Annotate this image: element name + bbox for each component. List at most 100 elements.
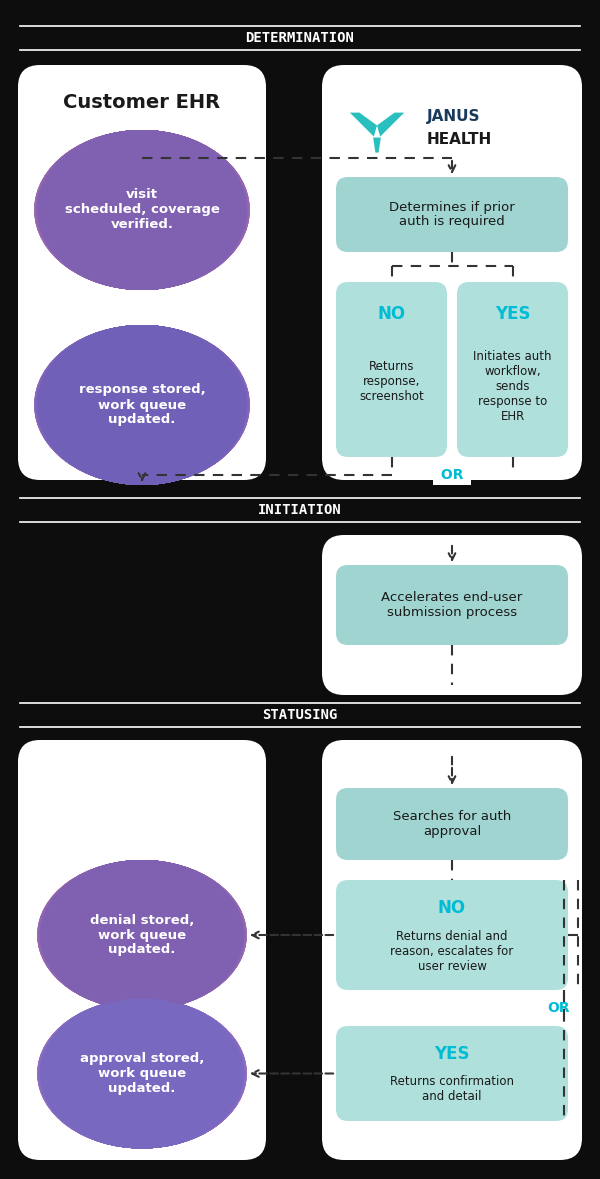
FancyBboxPatch shape bbox=[336, 282, 447, 457]
Ellipse shape bbox=[38, 130, 245, 290]
Ellipse shape bbox=[35, 325, 249, 485]
Ellipse shape bbox=[40, 999, 244, 1148]
Ellipse shape bbox=[40, 859, 245, 1010]
Ellipse shape bbox=[35, 325, 248, 485]
Ellipse shape bbox=[37, 130, 247, 290]
Text: approval stored,
work queue
updated.: approval stored, work queue updated. bbox=[80, 1052, 204, 1095]
Text: OR: OR bbox=[547, 1001, 570, 1015]
Ellipse shape bbox=[38, 999, 246, 1148]
Ellipse shape bbox=[38, 859, 245, 1010]
Ellipse shape bbox=[35, 130, 248, 290]
Ellipse shape bbox=[41, 999, 244, 1148]
Ellipse shape bbox=[38, 130, 246, 290]
Ellipse shape bbox=[39, 999, 245, 1148]
Ellipse shape bbox=[35, 130, 249, 290]
Ellipse shape bbox=[38, 130, 246, 290]
FancyBboxPatch shape bbox=[336, 788, 568, 859]
Ellipse shape bbox=[39, 999, 245, 1148]
Ellipse shape bbox=[39, 999, 245, 1148]
Ellipse shape bbox=[38, 999, 245, 1148]
Ellipse shape bbox=[36, 130, 248, 290]
Ellipse shape bbox=[37, 130, 248, 290]
Ellipse shape bbox=[34, 325, 250, 485]
Ellipse shape bbox=[35, 325, 249, 485]
FancyBboxPatch shape bbox=[322, 740, 582, 1160]
Ellipse shape bbox=[35, 130, 248, 290]
Ellipse shape bbox=[37, 130, 247, 290]
Ellipse shape bbox=[41, 859, 243, 1010]
Ellipse shape bbox=[37, 325, 247, 485]
Ellipse shape bbox=[36, 325, 248, 485]
Ellipse shape bbox=[39, 859, 245, 1010]
Ellipse shape bbox=[40, 999, 244, 1148]
Ellipse shape bbox=[38, 999, 247, 1148]
Ellipse shape bbox=[36, 325, 248, 485]
Ellipse shape bbox=[40, 859, 244, 1010]
Ellipse shape bbox=[39, 859, 245, 1010]
Ellipse shape bbox=[40, 859, 244, 1010]
Ellipse shape bbox=[37, 130, 247, 290]
Ellipse shape bbox=[34, 325, 250, 485]
Ellipse shape bbox=[35, 325, 249, 485]
Ellipse shape bbox=[38, 325, 246, 485]
Ellipse shape bbox=[40, 859, 244, 1010]
Ellipse shape bbox=[38, 999, 245, 1148]
Ellipse shape bbox=[35, 130, 249, 290]
Ellipse shape bbox=[37, 325, 247, 485]
Ellipse shape bbox=[38, 130, 246, 290]
Ellipse shape bbox=[41, 999, 243, 1148]
Ellipse shape bbox=[34, 130, 250, 290]
Ellipse shape bbox=[38, 325, 246, 485]
Ellipse shape bbox=[35, 325, 249, 485]
Ellipse shape bbox=[37, 325, 247, 485]
Text: Returns confirmation
and detail: Returns confirmation and detail bbox=[390, 1075, 514, 1104]
Ellipse shape bbox=[40, 859, 244, 1010]
Ellipse shape bbox=[41, 859, 243, 1010]
Text: Returns denial and
reason, escalates for
user review: Returns denial and reason, escalates for… bbox=[391, 930, 514, 974]
Ellipse shape bbox=[38, 859, 246, 1010]
Ellipse shape bbox=[38, 859, 246, 1010]
Ellipse shape bbox=[41, 859, 243, 1010]
Ellipse shape bbox=[38, 999, 247, 1148]
Text: JANUS: JANUS bbox=[427, 110, 481, 125]
Text: Customer EHR: Customer EHR bbox=[64, 93, 221, 112]
Ellipse shape bbox=[35, 325, 249, 485]
Ellipse shape bbox=[38, 999, 246, 1148]
Ellipse shape bbox=[35, 325, 248, 485]
Ellipse shape bbox=[37, 130, 247, 290]
Ellipse shape bbox=[38, 999, 246, 1148]
Ellipse shape bbox=[37, 859, 247, 1010]
Ellipse shape bbox=[40, 859, 244, 1010]
Text: OR: OR bbox=[436, 468, 468, 482]
Ellipse shape bbox=[37, 130, 247, 290]
Ellipse shape bbox=[36, 130, 248, 290]
Ellipse shape bbox=[40, 859, 245, 1010]
Text: INITIATION: INITIATION bbox=[258, 503, 342, 518]
Ellipse shape bbox=[38, 859, 247, 1010]
Ellipse shape bbox=[38, 999, 246, 1148]
Text: Initiates auth
workflow,
sends
response to
EHR: Initiates auth workflow, sends response … bbox=[473, 350, 552, 423]
Ellipse shape bbox=[39, 999, 245, 1148]
Ellipse shape bbox=[37, 325, 247, 485]
Ellipse shape bbox=[38, 325, 247, 485]
Ellipse shape bbox=[34, 130, 250, 290]
Text: YES: YES bbox=[495, 305, 530, 323]
Ellipse shape bbox=[38, 130, 247, 290]
Ellipse shape bbox=[41, 999, 243, 1148]
Ellipse shape bbox=[41, 999, 243, 1148]
Ellipse shape bbox=[39, 859, 245, 1010]
Ellipse shape bbox=[41, 859, 243, 1010]
Text: YES: YES bbox=[434, 1045, 470, 1063]
FancyBboxPatch shape bbox=[457, 282, 568, 457]
Ellipse shape bbox=[35, 325, 249, 485]
FancyBboxPatch shape bbox=[322, 65, 582, 480]
Ellipse shape bbox=[40, 859, 244, 1010]
Ellipse shape bbox=[37, 130, 247, 290]
Ellipse shape bbox=[37, 325, 248, 485]
Ellipse shape bbox=[38, 859, 245, 1010]
Ellipse shape bbox=[37, 999, 247, 1148]
Ellipse shape bbox=[37, 325, 247, 485]
FancyBboxPatch shape bbox=[336, 1026, 568, 1121]
Text: NO: NO bbox=[377, 305, 406, 323]
Ellipse shape bbox=[37, 325, 247, 485]
